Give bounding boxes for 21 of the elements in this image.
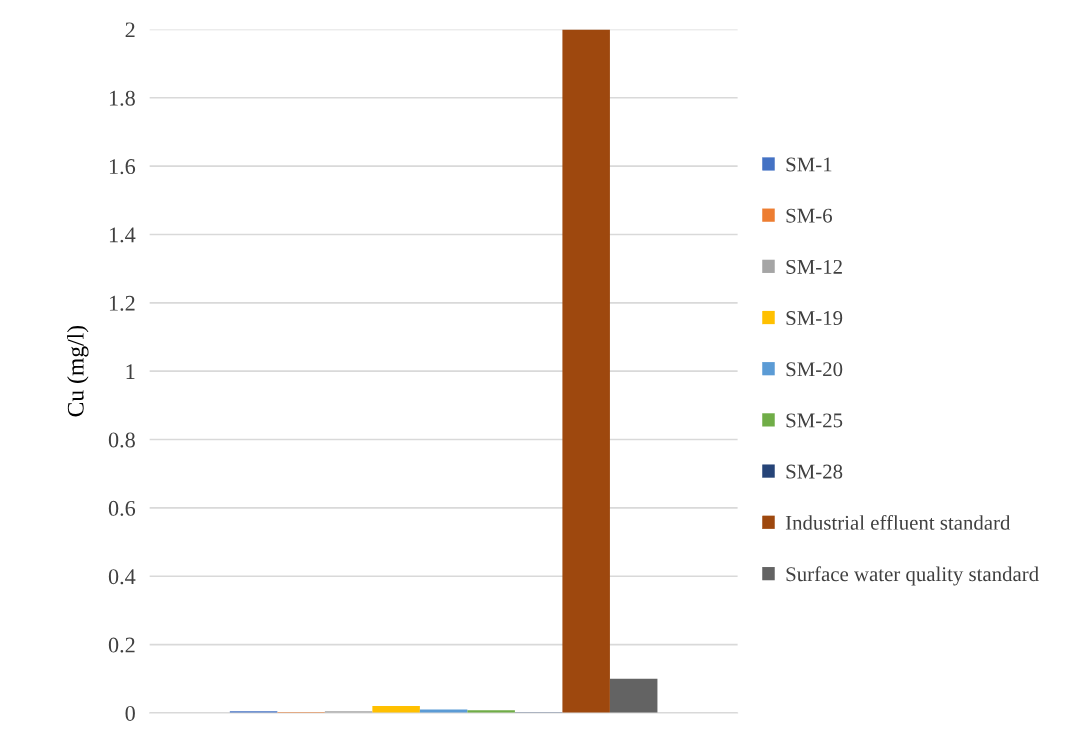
y-tick-label: 2 [125,22,135,38]
y-tick-label: 1 [126,364,135,379]
y-tick-label: 0.6 [108,500,136,516]
y-tick-label: 1.8 [109,90,135,106]
y-tick-label: 1.4 [109,227,136,243]
legend-label: Industrial effluent standard [785,514,1011,530]
y-axis-title: Cu (mg/l) [67,325,89,417]
legend-label: SM-6 [786,208,832,223]
legend-label: SM-20 [786,362,843,377]
y-tick-label: 0.8 [108,432,135,448]
legend-label: SM-28 [786,464,843,479]
legend-label: SM-19 [786,311,843,326]
y-tick-label: 1.6 [109,159,136,175]
legend-label: Surface water quality standard [786,566,1039,586]
legend-label: SM-25 [786,413,843,428]
legend-label: SM-12 [786,259,842,274]
y-tick-label: 0.2 [108,637,135,653]
legend-label: SM-1 [786,157,832,172]
y-tick-label: 0.4 [108,569,136,585]
y-tick-label: 0 [125,705,135,721]
y-tick-label: 1.2 [109,295,135,311]
